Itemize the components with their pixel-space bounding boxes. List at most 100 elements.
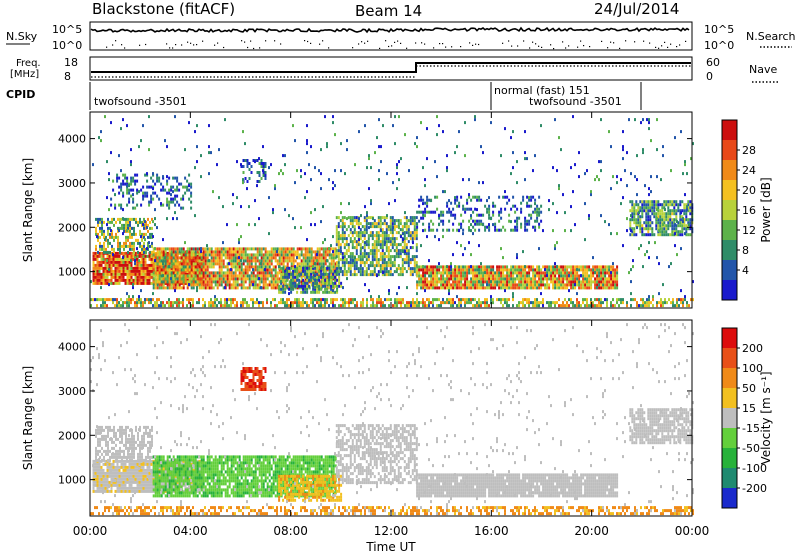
range-gate-cell — [385, 216, 388, 220]
range-gate-cell — [284, 283, 287, 287]
range-gate-cell — [375, 231, 378, 235]
range-gate-cell — [492, 283, 495, 287]
range-gate-cell — [140, 254, 143, 258]
range-gate-cell — [174, 194, 177, 198]
range-gate-cell — [310, 298, 312, 302]
range-gate-cell — [129, 244, 131, 248]
range-gate-cell — [154, 286, 157, 290]
range-gate-cell — [528, 274, 531, 278]
freq-label-bottom: [MHz] — [10, 69, 39, 80]
range-gate-cell — [128, 272, 131, 276]
range-gate-cell — [389, 219, 392, 223]
range-gate-cell — [113, 250, 115, 254]
range-gate-cell — [600, 286, 603, 290]
range-gate-cell — [446, 301, 448, 305]
range-gate-cell — [280, 287, 283, 291]
range-gate-cell — [200, 283, 203, 287]
range-gate-cell — [365, 225, 368, 229]
range-gate-cell — [97, 217, 99, 221]
range-gate-cell — [637, 218, 640, 222]
range-gate-cell — [117, 217, 119, 221]
range-gate-cell — [415, 249, 418, 253]
range-gate-cell — [234, 280, 237, 284]
range-gate-cell — [198, 268, 201, 272]
cpid-label: CPID — [6, 88, 35, 101]
range-gate-cell — [312, 287, 315, 291]
range-gate-cell — [498, 280, 501, 284]
range-gate-cell — [224, 265, 227, 269]
range-gate-cell — [224, 304, 226, 308]
range-gate-cell — [230, 277, 233, 281]
range-gate-cell — [119, 226, 121, 230]
range-gate-cell — [270, 247, 273, 251]
range-gate-cell — [596, 268, 599, 272]
range-gate-cell — [310, 256, 313, 260]
range-gate-cell — [341, 258, 344, 262]
range-gate-cell — [422, 222, 425, 226]
range-gate-cell — [112, 260, 115, 264]
noise-search-dot — [568, 45, 570, 47]
range-gate-cell — [122, 301, 124, 305]
range-gate-cell — [272, 256, 275, 260]
range-gate-cell — [310, 301, 312, 305]
range-gate-cell — [422, 213, 425, 217]
range-gate-cell — [337, 264, 340, 268]
range-gate-cell — [604, 286, 607, 290]
range-gate-cell — [407, 258, 410, 262]
range-gate-cell — [645, 200, 648, 204]
range-gate-cell — [458, 280, 461, 284]
range-gate-cell — [332, 298, 334, 302]
range-gate-cell — [114, 275, 117, 279]
range-gate-cell — [324, 290, 327, 294]
range-gate-cell — [248, 256, 251, 260]
range-gate-cell — [234, 268, 237, 272]
range-gate-cell — [522, 274, 525, 278]
range-gate-cell — [224, 280, 227, 284]
range-gate-cell — [338, 284, 341, 288]
range-gate-cell — [520, 265, 523, 269]
range-gate-cell — [339, 219, 342, 223]
range-gate-cell — [108, 260, 111, 264]
range-gate-cell — [264, 171, 267, 174]
range-gate-cell — [602, 283, 605, 287]
range-gate-cell — [413, 225, 416, 229]
range-gate-cell — [349, 222, 352, 226]
range-gate-cell — [148, 241, 150, 245]
range-gate-cell — [377, 258, 380, 262]
range-gate-cell — [174, 176, 177, 180]
range-gate-cell — [558, 268, 561, 272]
range-gate-cell — [178, 262, 181, 266]
range-gate-cell — [594, 268, 597, 272]
range-gate-cell — [204, 265, 207, 269]
range-gate-cell — [432, 268, 435, 272]
range-gate-cell — [502, 265, 505, 269]
range-gate-cell — [292, 269, 295, 273]
range-gate-cell — [476, 222, 479, 226]
range-gate-cell — [114, 281, 117, 285]
range-gate-cell — [520, 286, 523, 290]
range-gate-cell — [124, 254, 127, 258]
range-gate-cell — [516, 222, 519, 226]
range-gate-cell — [130, 263, 133, 267]
range-gate-cell — [494, 222, 497, 226]
range-gate-cell — [351, 264, 354, 268]
range-gate-cell — [418, 301, 420, 305]
range-gate-cell — [524, 271, 527, 275]
range-gate-cell — [590, 277, 593, 281]
range-gate-cell — [250, 253, 253, 257]
range-gate-cell — [194, 280, 197, 284]
range-gate-cell — [351, 225, 354, 229]
range-gate-cell — [154, 274, 157, 278]
range-gate-cell — [428, 274, 431, 278]
range-gate-cell — [122, 217, 124, 221]
range-gate-cell — [130, 298, 132, 302]
range-gate-cell — [560, 268, 563, 272]
range-gate-cell — [218, 262, 221, 266]
range-gate-cell — [488, 271, 491, 275]
noise-search-dot — [670, 43, 672, 45]
range-gate-cell — [474, 268, 477, 272]
range-gate-cell — [422, 216, 425, 220]
range-gate-cell — [564, 271, 567, 275]
noise-search-dot — [472, 44, 474, 46]
range-gate-cell — [188, 256, 191, 260]
